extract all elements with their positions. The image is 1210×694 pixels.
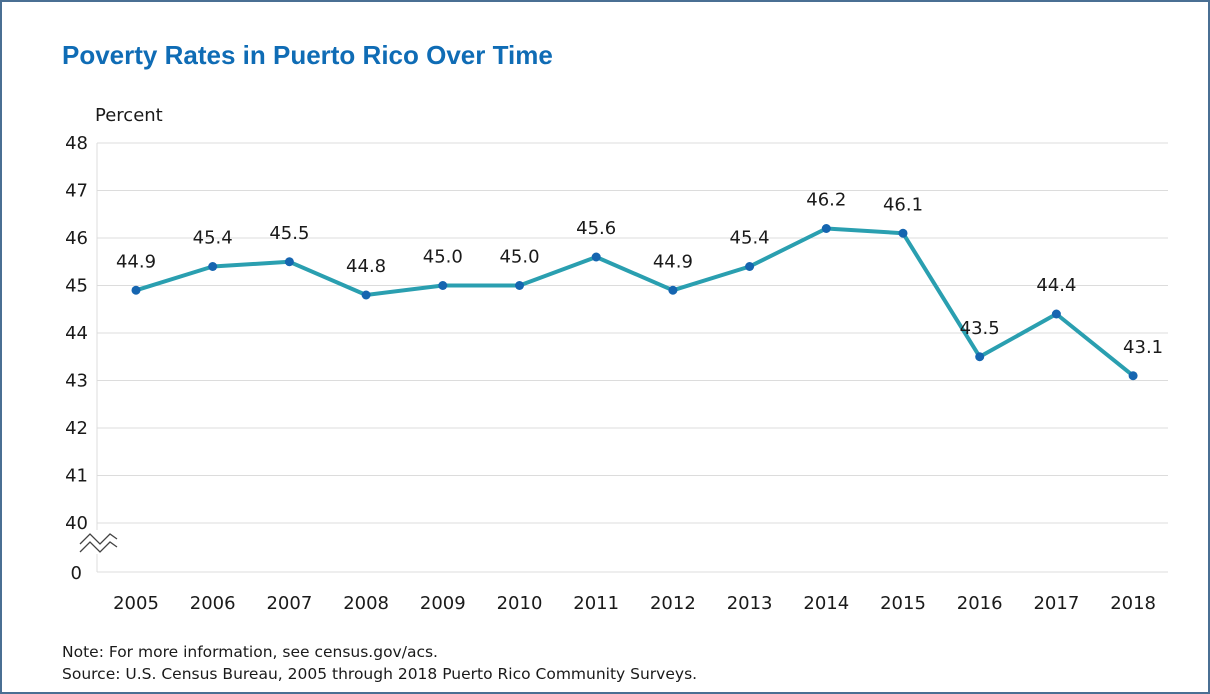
series-line bbox=[134, 226, 1136, 378]
x-tick-label-2008: 2008 bbox=[343, 593, 389, 614]
x-tick-label-2012: 2012 bbox=[650, 593, 696, 614]
chart-source: Source: U.S. Census Bureau, 2005 through… bbox=[62, 665, 698, 683]
data-point-2017 bbox=[1051, 309, 1061, 319]
data-label-2010: 45.0 bbox=[499, 247, 539, 268]
data-labels: 44.9 45.4 45.5 44.8 45.0 45.0 45.6 44.9 45.4 46.2… bbox=[116, 190, 1163, 358]
y-tick-label-48: 48 bbox=[65, 133, 88, 154]
series-points bbox=[131, 224, 1138, 381]
data-label-2016: 43.5 bbox=[960, 318, 1000, 339]
data-point-2012 bbox=[668, 285, 678, 295]
x-tick-label-2014: 2014 bbox=[803, 593, 849, 614]
x-tick-label-2013: 2013 bbox=[727, 593, 773, 614]
x-tick-label-2010: 2010 bbox=[497, 593, 543, 614]
gridlines bbox=[97, 142, 1168, 573]
data-point-2016 bbox=[975, 352, 985, 362]
x-tick-label-2016: 2016 bbox=[957, 593, 1003, 614]
data-point-2005 bbox=[131, 285, 141, 295]
data-label-2006: 45.4 bbox=[193, 228, 233, 249]
data-point-2007 bbox=[284, 257, 294, 267]
data-point-2010 bbox=[515, 281, 524, 290]
data-label-2005: 44.9 bbox=[116, 251, 156, 272]
axis-break-icon bbox=[78, 530, 118, 554]
data-label-2014: 46.2 bbox=[806, 190, 846, 211]
chart-note: Note: For more information, see census.g… bbox=[62, 643, 438, 661]
x-axis-ticks: 2005 2006 2007 2008 2009 2010 2011 2012 2013 2014… bbox=[113, 593, 1156, 614]
data-label-2007: 45.5 bbox=[269, 223, 309, 244]
data-point-2009 bbox=[438, 281, 448, 290]
data-point-2014 bbox=[821, 224, 831, 233]
data-point-2011 bbox=[591, 252, 601, 262]
series-line-layer bbox=[134, 226, 1136, 378]
x-tick-label-2018: 2018 bbox=[1110, 593, 1156, 614]
y-tick-label-41: 41 bbox=[65, 466, 88, 487]
y-tick-label-43: 43 bbox=[65, 371, 88, 392]
y-tick-label-46: 46 bbox=[65, 228, 88, 249]
axis-break-zigzag-lower bbox=[79, 541, 118, 553]
data-label-2012: 44.9 bbox=[653, 251, 693, 272]
x-tick-label-2006: 2006 bbox=[190, 593, 236, 614]
chart-title: Poverty Rates in Puerto Rico Over Time bbox=[62, 40, 553, 70]
x-tick-label-2011: 2011 bbox=[573, 593, 619, 614]
data-label-2017: 44.4 bbox=[1036, 275, 1076, 296]
x-tick-label-2015: 2015 bbox=[880, 593, 926, 614]
data-point-2008 bbox=[361, 290, 371, 300]
data-label-2011: 45.6 bbox=[576, 218, 616, 239]
data-label-2008: 44.8 bbox=[346, 256, 386, 277]
x-tick-label-2009: 2009 bbox=[420, 593, 466, 614]
y-tick-label-40: 40 bbox=[65, 513, 88, 534]
data-label-2013: 45.4 bbox=[730, 228, 770, 249]
axis-break-zigzag-upper bbox=[79, 533, 118, 545]
data-label-2018: 43.1 bbox=[1123, 337, 1163, 358]
y-tick-label-0: 0 bbox=[71, 563, 82, 584]
data-point-2006 bbox=[208, 262, 218, 271]
y-tick-label-44: 44 bbox=[65, 323, 88, 344]
data-label-2015: 46.1 bbox=[883, 194, 923, 215]
x-tick-label-2005: 2005 bbox=[113, 593, 159, 614]
data-label-2009: 45.0 bbox=[423, 247, 463, 268]
y-axis: 40 41 42 43 44 45 46 47 48 0 bbox=[65, 133, 118, 584]
data-point-2018 bbox=[1128, 371, 1138, 381]
y-tick-label-47: 47 bbox=[65, 181, 88, 202]
y-axis-label: Percent bbox=[95, 105, 163, 126]
x-tick-label-2017: 2017 bbox=[1033, 593, 1079, 614]
y-tick-label-42: 42 bbox=[65, 418, 88, 439]
y-tick-label-45: 45 bbox=[65, 276, 88, 297]
data-point-2015 bbox=[898, 228, 908, 238]
data-point-2013 bbox=[745, 262, 755, 271]
x-tick-label-2007: 2007 bbox=[266, 593, 312, 614]
